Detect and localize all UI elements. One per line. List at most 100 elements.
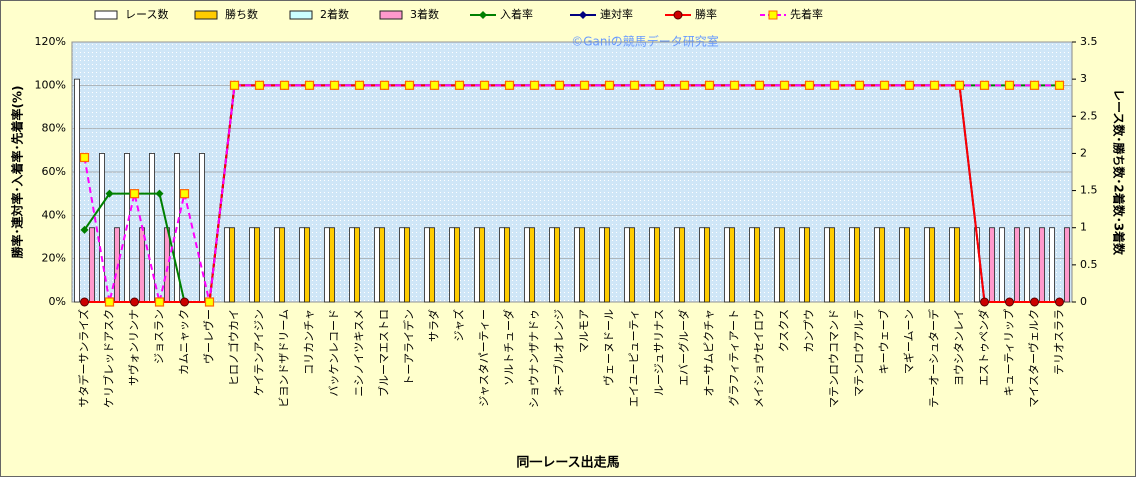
legend-label: 勝ち数: [225, 7, 258, 21]
x-tick-label: エストゥペンダ: [977, 309, 991, 386]
bar: [524, 227, 530, 303]
marker: [604, 80, 615, 90]
marker: [180, 297, 189, 307]
bar: [624, 227, 630, 303]
y2-tick-label: 3: [1080, 72, 1087, 85]
marker: [1030, 297, 1039, 307]
bar: [354, 227, 360, 303]
legend-label: 勝率: [695, 7, 717, 21]
marker: [929, 80, 940, 90]
bar: [704, 227, 710, 303]
bar: [274, 227, 280, 303]
bar: [554, 227, 560, 303]
x-tick-label: キューティリップ: [1003, 309, 1016, 396]
bar: [1049, 227, 1055, 303]
bar: [399, 227, 405, 303]
bar: [989, 227, 995, 303]
bar: [854, 227, 860, 303]
x-tick-label: マイスターヴェルク: [1027, 309, 1041, 408]
marker: [130, 297, 139, 307]
x-tick-label: トーアライデン: [402, 309, 416, 386]
marker: [129, 189, 140, 199]
bar: [729, 227, 735, 303]
legend-marker: [579, 11, 587, 19]
legend-label: 2着数: [320, 7, 349, 21]
bar: [1039, 227, 1045, 303]
marker: [80, 297, 89, 307]
marker: [904, 80, 915, 90]
marker: [154, 297, 165, 307]
marker: [829, 80, 840, 90]
bar: [1064, 227, 1070, 303]
x-tick-label: ヴーレヴー: [202, 309, 216, 364]
bar: [549, 227, 555, 303]
y2-tick-label: 3.5: [1080, 35, 1098, 48]
bar: [799, 227, 805, 303]
legend-swatch: [94, 10, 118, 20]
bar: [954, 227, 960, 303]
x-tick-label: ジャズ: [452, 309, 466, 341]
bar: [254, 227, 260, 303]
bar: [74, 78, 80, 303]
y-tick-label: 60%: [42, 165, 66, 178]
marker: [354, 80, 365, 90]
bar: [879, 227, 885, 303]
bar: [249, 227, 255, 303]
bar: [474, 227, 480, 303]
bar: [454, 227, 460, 303]
bar: [999, 227, 1005, 303]
bar: [529, 227, 535, 303]
bar: [479, 227, 485, 303]
x-tick-label: クスクス: [778, 309, 791, 352]
y-tick-label: 120%: [35, 35, 66, 48]
bar: [379, 227, 385, 303]
marker: [454, 80, 465, 90]
marker: [80, 225, 89, 234]
y2-tick-label: 1.5: [1080, 184, 1098, 197]
legend-label: 連対率: [600, 7, 633, 21]
x-tick-label: ジョスラン: [153, 309, 166, 364]
marker: [1005, 297, 1014, 307]
y-tick-label: 40%: [42, 208, 66, 221]
marker: [754, 80, 765, 90]
x-tick-label: マテンロウコマンド: [828, 309, 841, 408]
marker: [779, 80, 790, 90]
bar: [1024, 227, 1030, 303]
bar: [829, 227, 835, 303]
x-tick-label: マテンロウアルテ: [853, 309, 866, 397]
y-axis-title: 勝率･連対率･入着率･先着率(%): [10, 86, 25, 259]
marker: [279, 80, 290, 90]
x-tick-label: ジャスタパーティー: [478, 309, 491, 407]
y2-tick-label: 2.5: [1080, 109, 1098, 122]
y2-axis-title: レース数･勝ち数･2着数･3着数: [1112, 89, 1127, 256]
x-tick-label: バッケンレコード: [328, 309, 341, 397]
bar: [604, 227, 610, 303]
marker: [79, 152, 90, 163]
legend-label: 先着率: [790, 7, 823, 21]
x-tick-label: カンプウ: [803, 309, 816, 353]
marker: [479, 80, 490, 90]
marker: [554, 80, 565, 90]
bar: [89, 227, 95, 303]
line: [83, 84, 1060, 303]
bar: [849, 227, 855, 303]
marker: [679, 80, 690, 90]
bar: [924, 227, 930, 303]
x-tick-label: グラフィティアート: [727, 309, 741, 406]
bar: [429, 227, 435, 303]
bar: [754, 227, 760, 303]
marker: [979, 80, 990, 90]
y2-tick-label: 0: [1080, 295, 1087, 308]
marker: [854, 80, 865, 90]
x-tick-label: ビヨンドザドリーム: [278, 309, 291, 408]
y-tick-label: 100%: [35, 78, 66, 91]
x-tick-label: ルージュサリナス: [653, 309, 666, 396]
marker: [379, 80, 390, 90]
bar: [574, 227, 580, 303]
marker: [529, 80, 540, 90]
x-tick-label: メイショウセイロウ: [753, 309, 766, 408]
marker: [229, 80, 240, 90]
bar: [654, 227, 660, 303]
watermark: ©Ganiの競馬データ研究室: [571, 34, 719, 49]
